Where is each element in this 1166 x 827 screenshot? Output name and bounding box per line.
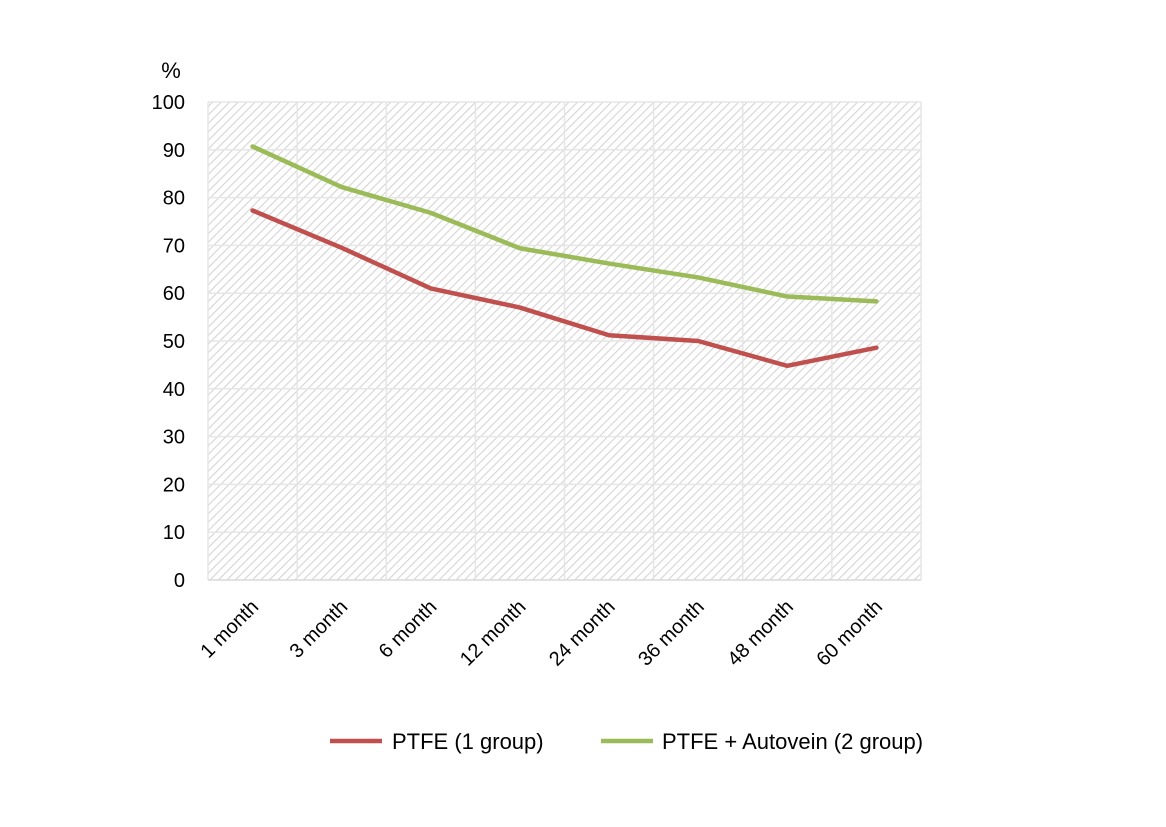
y-tick-label: 10 [163,522,185,544]
legend: PTFE (1 group) PTFE + Autovein (2 group) [330,729,923,754]
y-tick-label: 20 [163,474,185,496]
y-axis-unit: % [161,58,181,83]
x-tick-label: 36 month [634,596,709,671]
x-tick-label: 1 month [196,596,263,663]
x-tick-label: 3 month [286,596,353,663]
legend-label-1: PTFE (1 group) [392,729,544,754]
y-tick-labels: 0 10 20 30 40 50 60 70 80 90 100 [152,92,185,592]
y-tick-label: 90 [163,140,185,162]
y-tick-label: 70 [163,235,185,257]
x-tick-labels: 1 month 3 month 6 month 12 month 24 month 36 … [196,596,887,671]
series-line-1 [250,208,879,369]
y-tick-label: 60 [163,283,185,305]
y-tick-label: 40 [163,379,185,401]
y-tick-label: 100 [152,92,185,114]
y-tick-label: 80 [163,188,185,210]
x-tick-label: 60 month [812,596,887,671]
x-tick-label: 48 month [723,596,798,671]
y-tick-label: 50 [163,331,185,353]
x-tick-label: 12 month [456,596,531,671]
legend-label-2: PTFE + Autovein (2 group) [662,729,923,754]
y-tick-label: 30 [163,427,185,449]
series-line-2 [250,144,879,304]
x-tick-label: 24 month [545,596,620,671]
series-lines [250,144,879,369]
x-tick-label: 6 month [375,596,442,663]
y-tick-label: 0 [174,570,185,592]
gridlines [207,101,922,580]
